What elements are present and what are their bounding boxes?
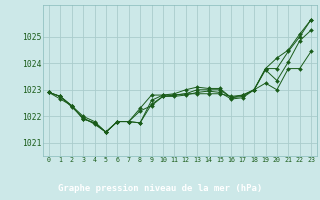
Text: Graphe pression niveau de la mer (hPa): Graphe pression niveau de la mer (hPa) [58,184,262,193]
